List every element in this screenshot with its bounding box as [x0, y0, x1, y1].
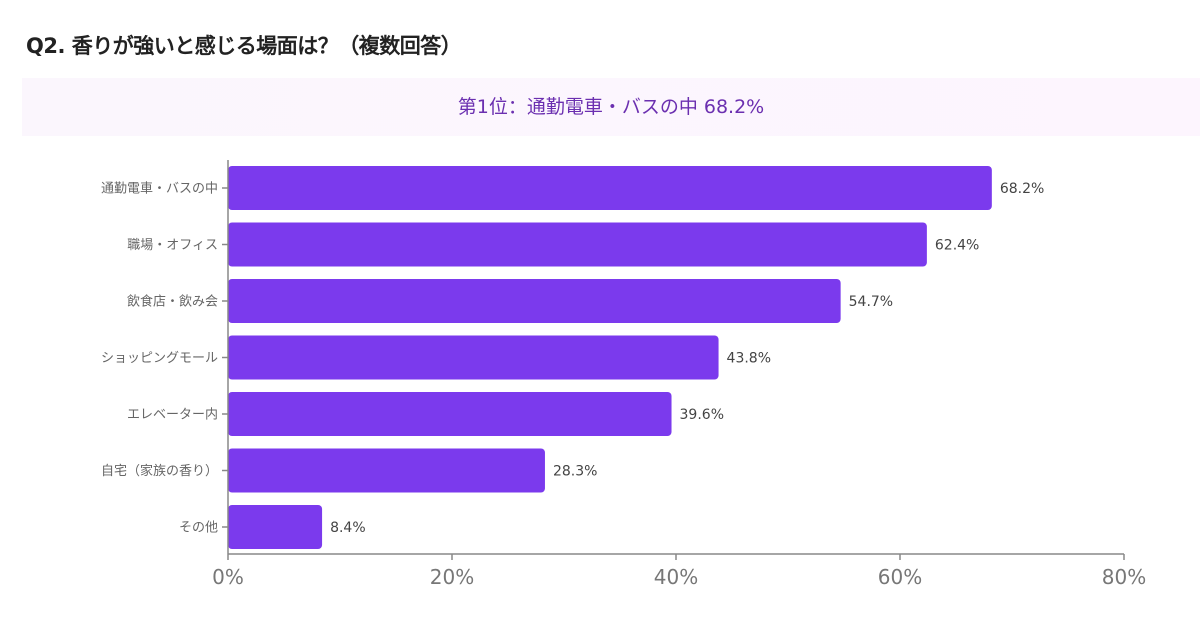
data-label: 39.6%	[680, 407, 724, 423]
x-tick-label: 20%	[430, 565, 474, 589]
category-label: 自宅（家族の香り）	[101, 463, 218, 479]
top-answer-text: 第1位：通勤電車・バスの中 68.2%	[457, 96, 765, 118]
x-tick-label: 80%	[1102, 565, 1146, 589]
bar	[228, 505, 323, 549]
category-label: 職場・オフィス	[127, 238, 218, 253]
data-label: 43.8%	[727, 351, 771, 367]
category-label: 通勤電車・バスの中	[101, 182, 218, 197]
bar	[228, 448, 545, 493]
data-label: 62.4%	[935, 238, 979, 254]
category-label: 飲食店・飲み会	[127, 294, 218, 310]
data-label: 8.4%	[330, 520, 366, 536]
category-label: その他	[179, 521, 218, 536]
bar	[228, 392, 672, 436]
category-label: ショッピングモール	[101, 351, 218, 366]
x-tick-label: 60%	[878, 565, 922, 589]
bar	[228, 222, 927, 267]
bar	[228, 335, 719, 380]
bar	[228, 279, 841, 323]
x-tick-label: 40%	[654, 565, 698, 589]
category-label: エレベーター内	[127, 407, 218, 423]
chart-title: Q2. 香りが強いと感じる場面は？（複数回答）	[26, 34, 462, 58]
data-label: 68.2%	[1000, 181, 1044, 197]
bar	[228, 166, 992, 210]
data-label: 28.3%	[553, 464, 597, 480]
x-tick-label: 0%	[212, 565, 244, 589]
top-answer-banner: 第1位：通勤電車・バスの中 68.2%	[22, 78, 1200, 136]
data-label: 54.7%	[849, 294, 893, 310]
